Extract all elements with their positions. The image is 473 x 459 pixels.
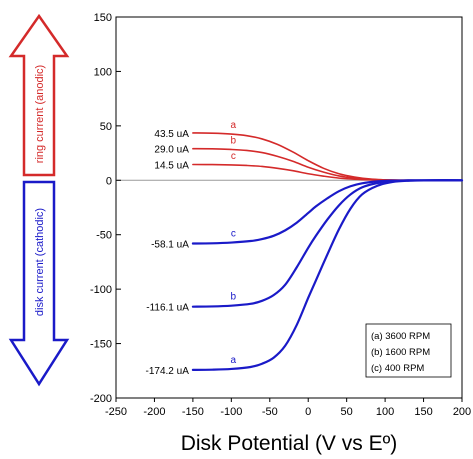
y-tick-label: 150	[94, 12, 112, 24]
disk-curve-letter-b: b	[231, 292, 237, 303]
ring-curve-letter-c: c	[231, 151, 236, 162]
series-group	[191, 132, 464, 372]
ring-plateau-label-a: 43.5 uA	[154, 129, 189, 140]
ring-curve-letter-b: b	[231, 135, 237, 146]
series-labels: 43.5 uA a 29.0 uA b 14.5 uA c -174.2 uA a -116.1…	[146, 120, 237, 377]
disk-plateau-label-b: -116.1 uA	[146, 303, 189, 314]
y-tick-label: -100	[90, 284, 112, 296]
disk-current-arrow: disk current (cathodic)	[8, 180, 70, 387]
ring-arrow-label: ring current (anodic)	[34, 65, 46, 163]
ring-curve-letter-a: a	[231, 120, 237, 131]
x-tick-label: 0	[305, 406, 311, 418]
x-axis-title: Disk Potential (V vs Eº)	[181, 432, 398, 455]
x-axis: -250 -200 -150 -100 -50 0 50 100 150 200	[105, 398, 471, 418]
x-tick-label: -150	[182, 406, 204, 418]
disk-plateau-label-a: -174.2 uA	[146, 366, 190, 377]
ring-plateau-label-b: 29.0 uA	[154, 145, 189, 156]
y-tick-label: 50	[100, 121, 112, 133]
x-tick-label: 100	[376, 406, 394, 418]
y-axis: 150 100 50 0 -50 -100 -150 -200	[90, 12, 121, 405]
y-tick-label: 0	[106, 175, 112, 187]
ring-arrow-shape	[8, 13, 70, 177]
disk-curve-letter-a: a	[231, 355, 237, 366]
y-tick-label: 100	[94, 66, 112, 78]
disk-curve-letter-c: c	[231, 229, 236, 240]
x-tick-label: -100	[220, 406, 242, 418]
x-tick-label: -200	[143, 406, 165, 418]
disk-current-line-c	[191, 179, 464, 245]
ring-plateau-label-c: 14.5 uA	[154, 161, 189, 172]
legend-entry-a: (a) 3600 RPM	[371, 331, 430, 342]
x-tick-label: -250	[105, 406, 127, 418]
disk-arrow-label: disk current (cathodic)	[34, 208, 46, 316]
legend-entry-c: (c) 400 RPM	[371, 363, 424, 374]
disk-plateau-label-c: -58.1 uA	[151, 240, 189, 251]
disk-arrow-shape	[8, 180, 70, 387]
y-tick-label: -50	[96, 230, 112, 242]
legend: (a) 3600 RPM (b) 1600 RPM (c) 400 RPM	[365, 323, 452, 378]
x-tick-label: -50	[262, 406, 278, 418]
y-tick-label: -150	[90, 339, 112, 351]
x-tick-label: 150	[414, 406, 432, 418]
legend-entry-b: (b) 1600 RPM	[371, 347, 430, 358]
x-tick-label: 200	[453, 406, 471, 418]
y-tick-label: -200	[90, 393, 112, 405]
plot-area	[115, 16, 463, 399]
legend-box	[365, 323, 452, 378]
x-tick-label: 50	[341, 406, 353, 418]
ring-current-arrow: ring current (anodic)	[8, 13, 70, 177]
